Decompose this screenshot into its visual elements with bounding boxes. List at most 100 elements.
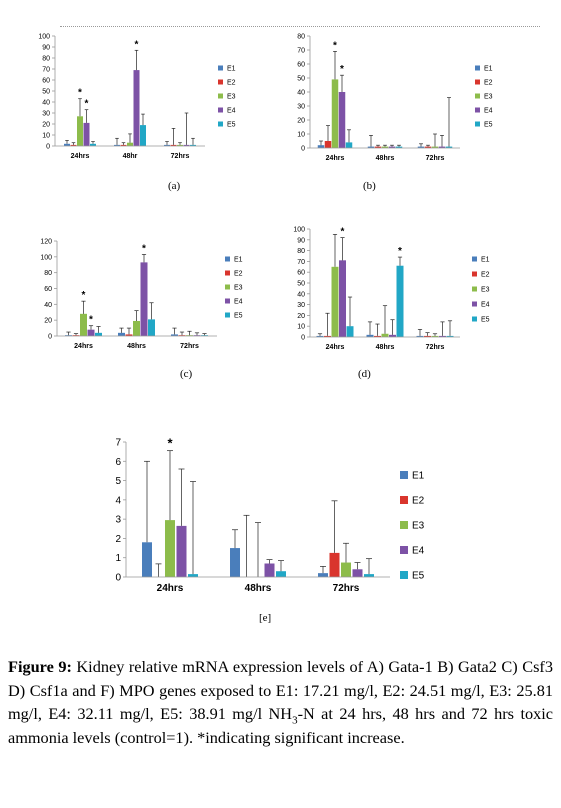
y-tick-label: 100 [293,226,305,233]
legend-label-e5: E5 [484,121,493,128]
bar-e1 [318,573,328,577]
significance-marker: * [398,246,402,257]
bar-e5 [190,144,196,146]
panel-label-d: (d) [358,368,371,380]
significance-marker: * [341,227,345,238]
legend-swatch-e3 [475,93,480,99]
bar-e1 [366,334,374,337]
legend-label-e3: E3 [412,521,425,532]
caption-text: Kidney relative mRNA expression levels o… [8,657,553,723]
y-tick-label: 0 [115,573,121,584]
bar-e1 [367,146,375,148]
caption-subscript: 3 [292,714,298,727]
legend-label-e5: E5 [234,312,243,319]
legend-swatch-e3 [218,93,223,99]
bar-e5 [395,146,403,148]
bar-e5 [140,125,146,146]
figure-caption: Figure 9: Kidney relative mRNA expressio… [8,655,553,749]
bar-e3 [77,116,83,146]
x-tick-label: 24hrs [71,153,90,160]
legend-label-e2: E2 [234,270,243,277]
y-tick-label: 50 [42,88,50,95]
panel-label-c: (c) [180,368,193,380]
legend-swatch-e4 [400,546,408,554]
legend-label-e1: E1 [227,65,236,72]
significance-marker: * [85,99,89,110]
bar-e1 [118,332,125,336]
y-tick-label: 20 [42,121,50,128]
y-tick-label: 40 [44,302,52,309]
legend-label-e1: E1 [412,471,425,482]
x-tick-label: 72hrs [180,343,199,350]
bar-e3 [381,333,389,337]
legend-label-e3: E3 [234,284,243,291]
y-tick-label: 60 [44,286,52,293]
chart-b: 0 10 20 30 40 50 60 70 80 * * 24hrs 48hrs 72hrs E1 E2 E3… [297,33,493,162]
bar-e4 [352,569,363,577]
y-tick-label: 30 [297,302,305,309]
legend-label-e3: E3 [227,93,236,100]
figure-label: Figure 9: [8,657,72,676]
bar-e5 [276,571,286,577]
bar-e3 [331,79,339,148]
bar-e2 [374,335,381,337]
legend-swatch-e2 [218,79,223,85]
x-tick-label: 24hrs [157,583,184,594]
bar-e1 [114,144,120,146]
y-tick-label: 6 [115,457,121,468]
significance-marker: * [89,315,93,326]
legend-swatch-e5 [400,571,408,579]
y-tick-label: 50 [297,280,305,287]
y-tick-label: 20 [297,117,305,124]
bar-e4 [389,334,396,337]
legend-swatch-e5 [475,121,480,127]
bar-e3 [133,320,140,336]
bar-e2 [120,144,127,146]
x-tick-label: 72hrs [171,153,190,160]
bar-e5 [95,332,102,336]
y-tick-label: 40 [297,89,305,96]
bar-e4 [388,146,396,148]
bar-e5 [345,142,353,148]
legend-swatch-e2 [225,270,230,276]
x-tick-label: 72hrs [426,344,445,351]
bar-e3 [341,562,351,577]
bar-e4 [176,525,187,577]
y-tick-label: 60 [42,77,50,84]
legend-label-e5: E5 [227,121,236,128]
y-tick-label: 90 [42,44,50,51]
significance-marker: * [78,88,82,99]
significance-marker: * [340,64,344,75]
bar-e4 [439,335,446,337]
legend-label-e4: E4 [412,546,425,557]
y-tick-label: 1 [115,553,121,564]
significance-marker: * [333,40,337,51]
significance-marker: * [167,436,173,451]
chart-c: 0 20 40 60 80 100 120 * * 24hrs * 48hrs 72hrs E1 E2 E3 E… [40,238,243,350]
x-tick-label: 24hrs [326,155,345,162]
legend-swatch-e4 [472,301,477,307]
y-tick-label: 3 [115,515,121,526]
bar-e1 [417,146,425,148]
bar-e2 [324,335,331,337]
legend-label-e4: E4 [484,107,493,114]
y-tick-label: 40 [42,99,50,106]
bar-e2 [324,141,332,148]
y-tick-label: 120 [40,238,52,245]
caption-text-cont: -N at 24 hrs, 48 hrs and 72 hrs toxic am… [8,704,554,747]
y-tick-label: 80 [44,270,52,277]
legend-label-e2: E2 [227,79,236,86]
bar-e2 [374,146,382,148]
bar-e2 [125,334,133,336]
bar-e5 [446,335,454,337]
legend-label-e3: E3 [484,93,493,100]
bar-e1 [317,145,325,148]
legend-swatch-e5 [218,121,223,127]
y-tick-label: 4 [115,495,121,506]
y-tick-label: 100 [38,33,50,40]
bar-e4 [339,260,346,337]
y-tick-label: 70 [42,66,50,73]
y-tick-label: 80 [297,33,305,40]
bar-e3 [381,146,389,148]
